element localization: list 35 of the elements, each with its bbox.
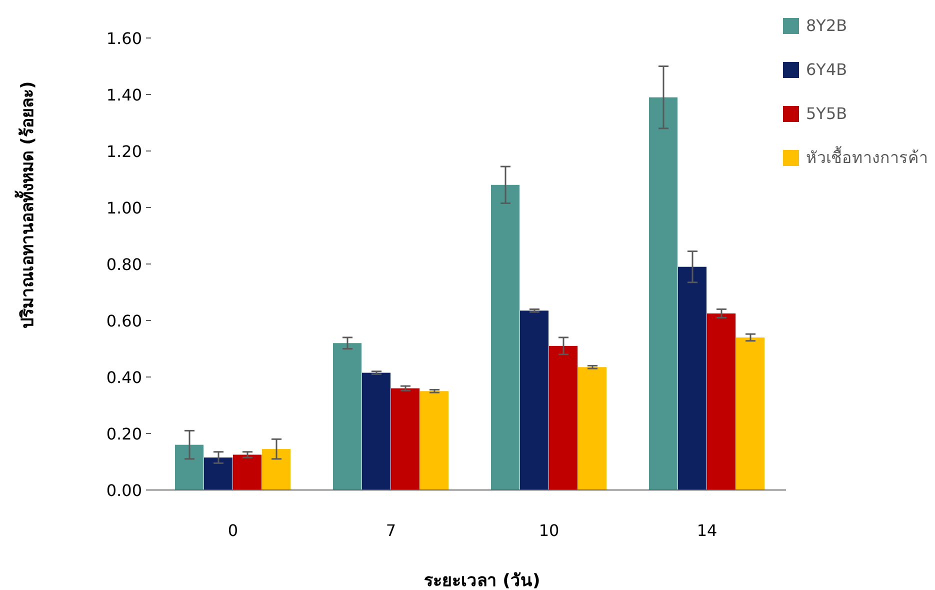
bar	[649, 97, 678, 490]
bar	[707, 313, 736, 490]
y-tick-label: 1.60	[106, 29, 142, 48]
y-tick-label: 0.60	[106, 312, 142, 330]
bar	[262, 449, 290, 490]
legend-label: 8Y2B	[806, 16, 848, 35]
bar	[549, 346, 578, 490]
bar	[578, 367, 606, 490]
bar	[333, 343, 362, 490]
bar	[233, 454, 262, 490]
y-tick-label: 1.00	[106, 198, 142, 218]
x-axis-title: ระยะเวลา (วัน)	[424, 571, 540, 590]
bar	[175, 444, 204, 490]
bar	[520, 310, 548, 490]
x-tick-label: 0	[228, 521, 238, 540]
legend-label: 5Y5B	[806, 104, 848, 123]
bar	[491, 184, 520, 490]
bar	[362, 372, 390, 490]
y-tick-label: 1.40	[106, 86, 142, 104]
y-tick-label: 0.80	[106, 255, 142, 274]
bar	[204, 458, 232, 490]
bar	[736, 337, 764, 490]
x-tick-label: 14	[696, 521, 718, 540]
x-tick-label: 7	[386, 521, 396, 540]
y-axis-title: ปริมาณเอทานอลทั้งหมด (ร้อยละ)	[14, 81, 38, 329]
x-tick-label: 10	[538, 521, 560, 540]
legend-label: 6Y4B	[806, 60, 848, 79]
y-tick-label: 0.40	[106, 368, 142, 387]
y-tick-label: 0.20	[106, 424, 142, 444]
y-tick-label: 1.20	[106, 142, 142, 161]
bar	[420, 391, 448, 490]
bar	[678, 266, 706, 490]
y-tick-label: 0.00	[106, 481, 142, 500]
bar	[391, 388, 420, 490]
legend-label: หัวเชื้อทางการค้า	[806, 146, 928, 167]
